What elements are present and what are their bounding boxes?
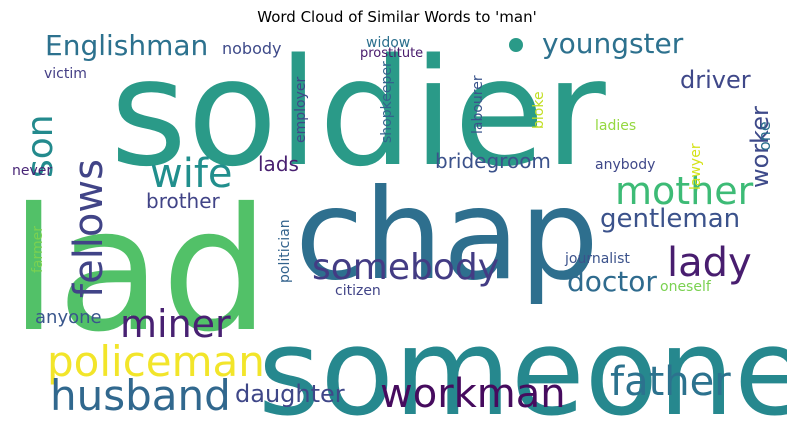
word-cloud-area: soldier lad someone chap policeman husband wor… [10,33,787,421]
word-never: never [12,163,52,179]
word-oneself: oneself [660,279,712,295]
word-brother: brother [146,189,221,213]
word-worker: worker [746,106,774,188]
word-journalist: journalist [564,251,630,267]
word-politician: politician [277,219,293,283]
word-chap: chap [295,163,599,308]
word-husband: husband [50,371,231,420]
word-victim: victim [44,66,87,82]
word-doctor: doctor [567,265,657,298]
word-lads: lads [258,152,299,176]
word-employer: employer [293,77,309,143]
word-anybody: anybody [595,157,655,173]
word-youngster: youngster [542,33,684,60]
word-citizen: citizen [335,283,381,299]
word-prostitute: prostitute [360,46,423,61]
word-bloke: bloke [531,91,547,129]
word-lad: lad [10,172,269,370]
word-somebody: somebody [312,247,499,288]
word-miner: miner [120,302,231,346]
word-shopkeeper: shopkeeper [379,61,395,143]
word-wife: wife [150,151,233,197]
word-workman: workman [380,371,566,417]
word-one: one [755,121,774,151]
word-labourer: labourer [470,75,486,134]
word-widow: widow [366,35,410,51]
word-policeman: policeman [47,337,265,386]
word-englishman: Englishman [45,33,208,62]
word-driver: driver [680,66,751,94]
word-father: father [610,359,731,405]
word-fellows: fellows [66,159,112,298]
word-son: son [20,114,61,178]
cloud-dot-mark [509,38,523,52]
word-bridegroom: bridegroom [435,149,551,173]
word-someone: someone [258,304,787,421]
word-daughter: daughter [235,380,345,408]
word-anyone: anyone [35,307,102,328]
word-lady: lady [667,240,752,286]
word-gentleman: gentleman [600,204,740,234]
word-mother: mother [615,169,754,213]
word-lawyer: lawyer [688,143,704,190]
word-nobody: nobody [222,39,282,58]
chart-title: Word Cloud of Similar Words to 'man' [257,8,537,26]
word-farmer: farmer [30,226,46,273]
word-ladies: ladies [595,118,636,134]
word-soldier: soldier [110,33,606,199]
